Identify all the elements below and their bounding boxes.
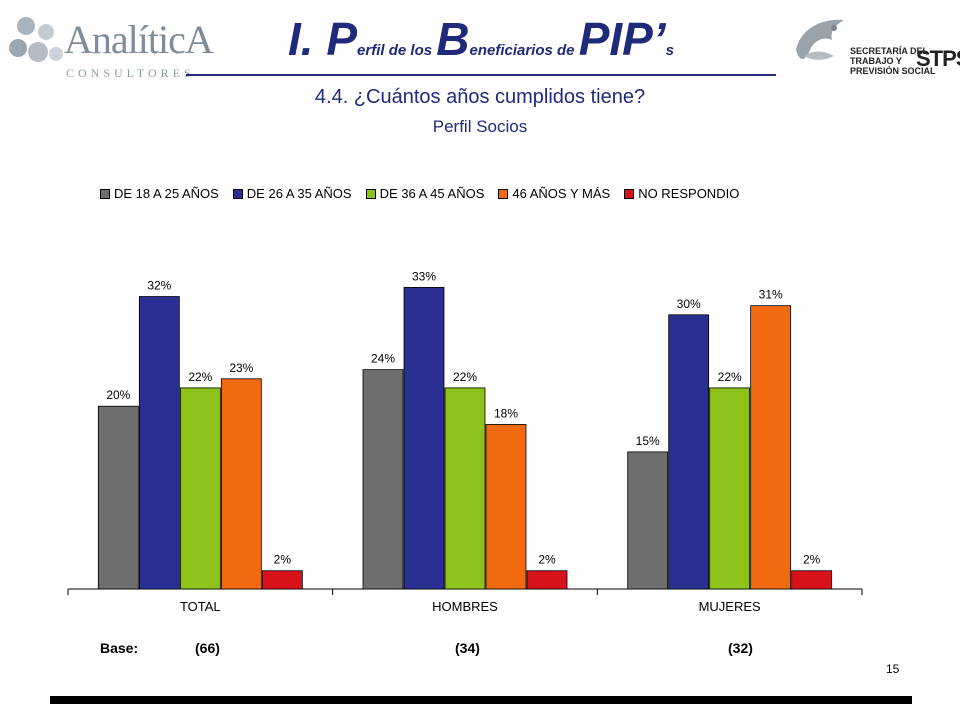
chart-legend: DE 18 A 25 AÑOS DE 26 A 35 AÑOS DE 36 A … xyxy=(100,186,753,201)
legend-swatch-1 xyxy=(232,188,243,199)
stps-line-3: PREVISIÓN SOCIAL xyxy=(850,66,936,76)
stps-acronym: STPS xyxy=(916,46,960,71)
legend-label-4: NO RESPONDIO xyxy=(638,186,740,201)
base-value-mujeres: (32) xyxy=(728,640,753,656)
base-value-total: (66) xyxy=(195,640,220,656)
title-part-5: PIP’ xyxy=(578,13,666,65)
bar-hombres-1 xyxy=(403,286,445,590)
title-part-3: B xyxy=(436,13,470,65)
bar-mujeres-2 xyxy=(709,387,751,590)
x-tick-label: TOTAL xyxy=(180,599,221,614)
data-label: 2% xyxy=(538,553,556,567)
title-part-2: erfil de los xyxy=(357,42,437,59)
stps-line-2: TRABAJO Y xyxy=(850,56,902,66)
legend-label-0: DE 18 A 25 AÑOS xyxy=(114,186,219,201)
data-label: 32% xyxy=(147,279,171,293)
base-label: Base: xyxy=(100,640,139,656)
stps-line-1: SECRETARÍA DEL xyxy=(850,46,929,56)
bar-total-2 xyxy=(179,387,221,590)
legend-label-1: DE 26 A 35 AÑOS xyxy=(246,186,352,201)
stps-name: SECRETARÍA DEL TRABAJO Y PREVISIÓN SOCIA… xyxy=(850,46,936,76)
stps-logo: SECRETARÍA DEL TRABAJO Y PREVISIÓN SOCIA… xyxy=(790,10,960,80)
data-label: 18% xyxy=(494,406,518,420)
data-label: 23% xyxy=(229,361,253,375)
bar-mujeres-3 xyxy=(750,305,792,590)
page-number: 15 xyxy=(886,662,900,676)
data-label: 22% xyxy=(718,370,742,384)
data-label: 24% xyxy=(371,352,395,366)
legend-item-1: DE 26 A 35 AÑOS xyxy=(232,186,352,201)
logo-subtext: CONSULTORES xyxy=(66,66,195,80)
legend-item-2: DE 36 A 45 AÑOS xyxy=(365,186,485,201)
title-underline xyxy=(186,74,776,76)
logo-wordmark: AnalíticA xyxy=(64,17,214,62)
bar-hombres-3 xyxy=(485,424,527,590)
question-subtitle: Perfil Socios xyxy=(432,117,528,136)
bar-total-1 xyxy=(138,296,180,590)
data-label: 15% xyxy=(636,434,660,448)
legend-item-3: 46 AÑOS Y MÁS xyxy=(498,186,610,201)
data-label: 22% xyxy=(188,370,212,384)
title-part-6: s xyxy=(665,42,674,59)
legend-swatch-3 xyxy=(498,188,509,199)
legend-item-4: NO RESPONDIO xyxy=(624,186,739,201)
bar-hombres-2 xyxy=(444,387,486,590)
eagle-emblem-icon xyxy=(796,19,844,60)
bar-mujeres-0 xyxy=(627,451,669,590)
base-value-hombres: (34) xyxy=(455,640,480,656)
legend-swatch-0 xyxy=(100,188,110,199)
question-title: 4.4. ¿Cuántos años cumplidos tiene? xyxy=(314,86,646,108)
bar-hombres-0 xyxy=(362,369,404,590)
bar-hombres-4 xyxy=(526,570,568,590)
data-label: 30% xyxy=(677,297,701,311)
legend-swatch-4 xyxy=(624,188,635,199)
legend-item-0: DE 18 A 25 AÑOS xyxy=(100,186,219,201)
bar-mujeres-4 xyxy=(791,570,833,590)
footer-bar xyxy=(50,696,912,704)
data-label: 20% xyxy=(106,388,130,402)
data-label: 22% xyxy=(453,370,477,384)
analitica-logo: AnalíticA CONSULTORES xyxy=(8,10,214,80)
circles-logo-icon xyxy=(9,17,63,62)
bar-total-4 xyxy=(261,570,303,590)
bar-total-3 xyxy=(220,378,262,590)
data-label: 33% xyxy=(412,269,436,283)
legend-label-3: 46 AÑOS Y MÁS xyxy=(512,186,611,201)
legend-label-2: DE 36 A 45 AÑOS xyxy=(379,186,485,201)
x-tick-label: HOMBRES xyxy=(432,599,498,614)
data-label: 2% xyxy=(803,553,821,567)
data-label: 31% xyxy=(759,288,783,302)
bar-total-0 xyxy=(97,405,139,590)
title-part-1: I. P xyxy=(288,13,358,65)
legend-swatch-2 xyxy=(365,188,376,199)
title-part-4: eneficiarios de xyxy=(469,42,579,59)
data-label: 2% xyxy=(274,553,292,567)
bar-mujeres-1 xyxy=(668,314,710,590)
x-tick-label: MUJERES xyxy=(699,599,761,614)
page-title: I. Perfil de los Beneficiarios de PIP’s xyxy=(186,12,776,66)
